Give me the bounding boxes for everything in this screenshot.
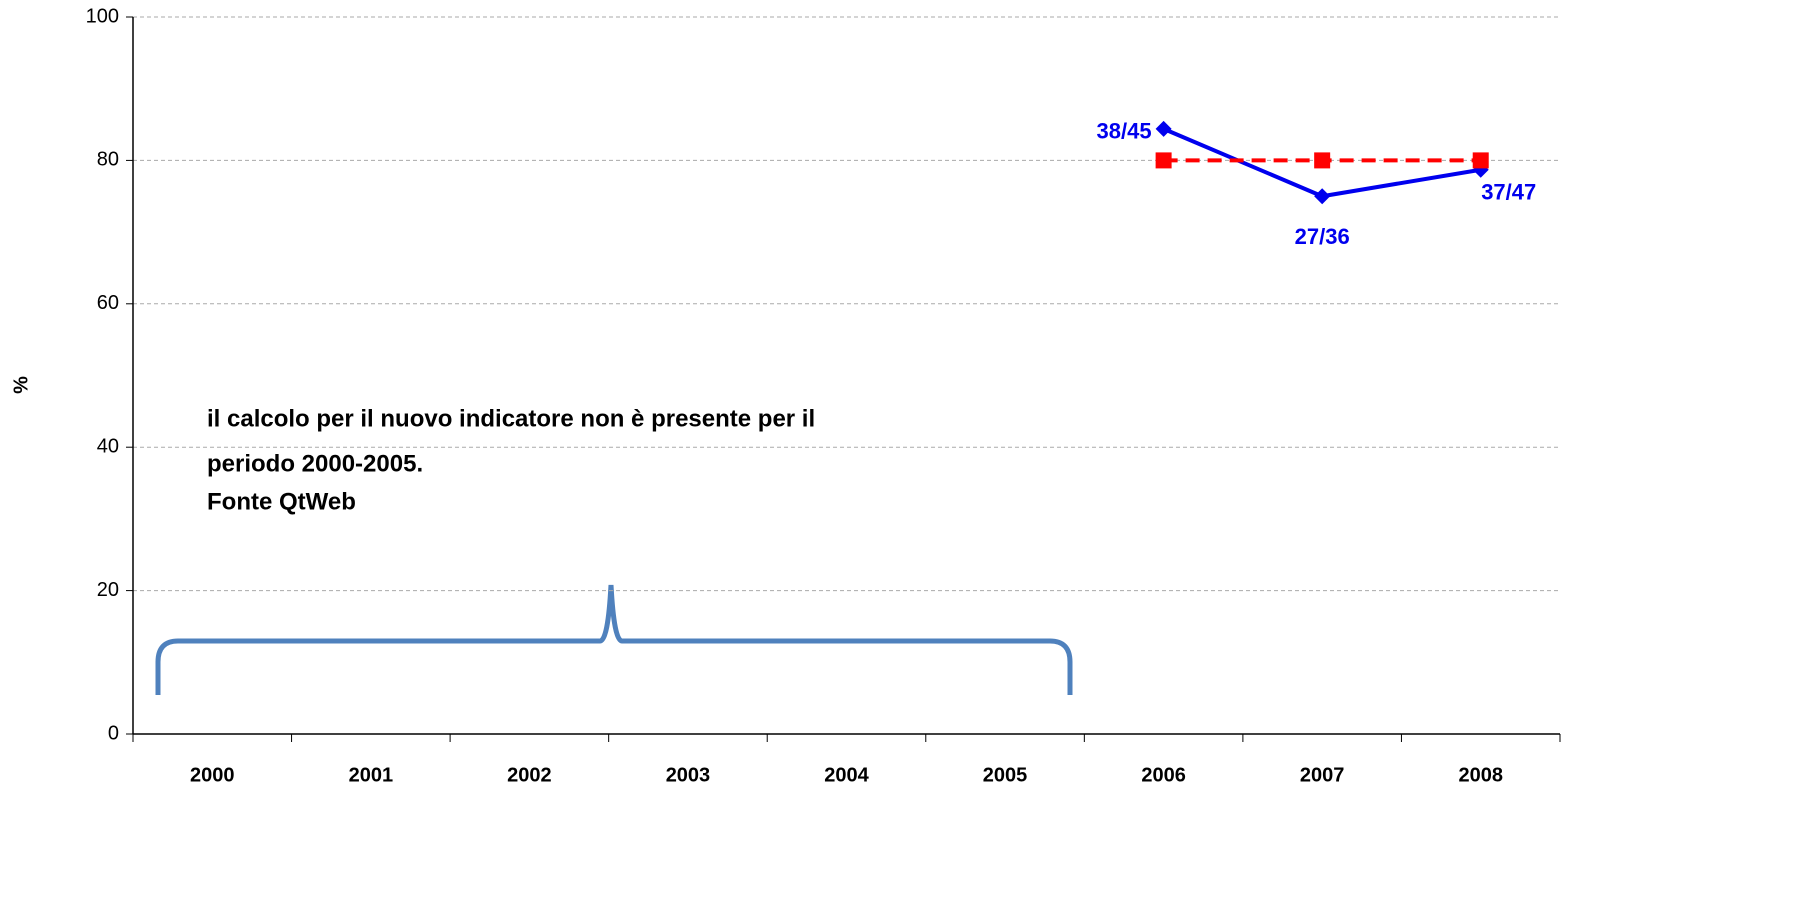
- marker: [1314, 188, 1331, 205]
- y-tick-label: 20: [97, 579, 119, 601]
- x-tick-label: 2001: [349, 764, 394, 786]
- x-tick-label: 2005: [983, 764, 1028, 786]
- marker: [1314, 152, 1331, 169]
- x-tick-label: 2006: [1141, 764, 1186, 786]
- x-tick-label: 2003: [666, 764, 711, 786]
- y-tick-label: 40: [97, 435, 119, 457]
- value-label: 38/45: [1097, 119, 1152, 144]
- y-tick-label: 100: [86, 5, 119, 27]
- value-label: 37/47: [1481, 180, 1536, 205]
- annotation: Fonte QtWeb: [207, 488, 356, 515]
- y-tick-label: 80: [97, 149, 119, 171]
- x-tick-label: 2004: [824, 764, 869, 786]
- x-tick-label: 2007: [1300, 764, 1345, 786]
- x-tick-label: 2002: [507, 764, 552, 786]
- annotation: il calcolo per il nuovo indicatore non è…: [207, 405, 815, 432]
- brace: [155, 584, 1073, 695]
- annotation: periodo 2000-2005.: [207, 450, 423, 477]
- y-tick-label: 60: [97, 292, 119, 314]
- marker: [1155, 120, 1172, 137]
- x-tick-label: 2008: [1458, 764, 1503, 786]
- y-tick-label: 0: [108, 722, 119, 744]
- marker: [1472, 152, 1489, 169]
- x-tick-label: 2000: [190, 764, 235, 786]
- marker: [1155, 152, 1172, 169]
- value-label: 27/36: [1295, 224, 1350, 249]
- y-axis-label: %: [10, 376, 32, 394]
